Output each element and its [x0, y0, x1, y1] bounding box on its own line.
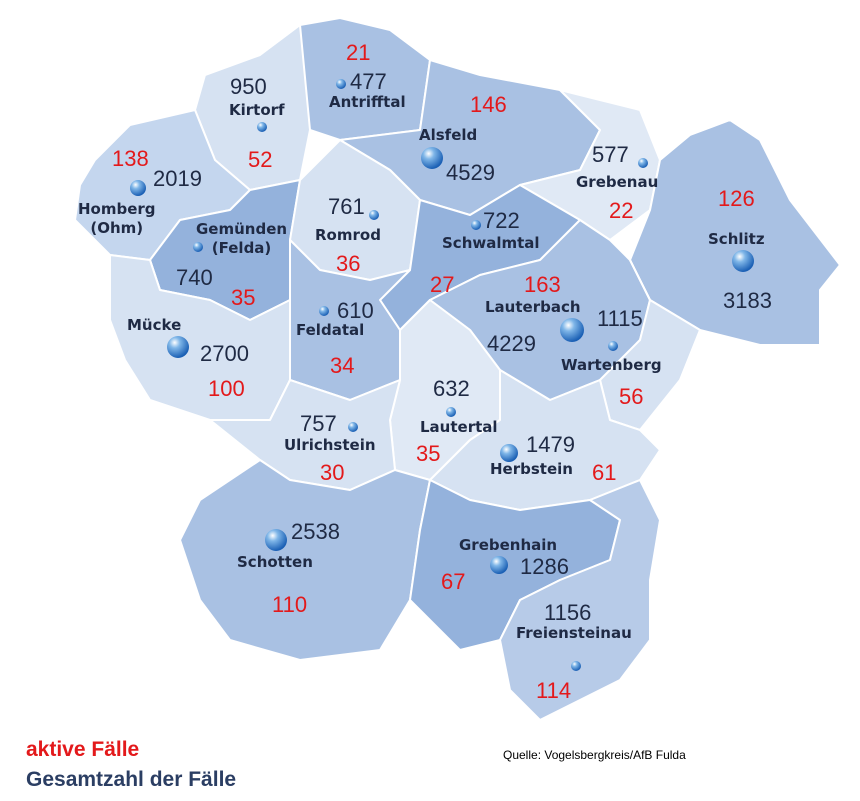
schlitz-active: 126 [718, 186, 755, 211]
town-marker-herbstein [500, 444, 518, 462]
town-marker-gemuenden [193, 242, 203, 252]
feldatal-name: Feldatal [296, 321, 365, 339]
lauterbach-active: 163 [524, 272, 561, 297]
schotten-total: 2538 [291, 519, 340, 544]
source-note: Quelle: Vogelsbergkreis/AfB Fulda [503, 748, 686, 762]
herbstein-name: Herbstein [490, 460, 573, 478]
antrifftal-name: Antrifftal [329, 93, 406, 111]
antrifftal-total: 477 [350, 69, 387, 94]
schwalmtal-active: 27 [430, 272, 455, 297]
alsfeld-name: Alsfeld [419, 126, 478, 144]
homberg-total: 2019 [153, 166, 202, 191]
town-marker-schotten [265, 529, 287, 551]
schwalmtal-name: Schwalmtal [442, 234, 540, 252]
town-marker-muecke [167, 336, 189, 358]
town-marker-wartenberg [608, 341, 618, 351]
herbstein-total: 1479 [526, 432, 575, 457]
lauterbach-name: Lauterbach [485, 298, 581, 316]
muecke-name: Mücke [127, 316, 182, 334]
town-marker-kirtorf [257, 122, 267, 132]
grebenhain-name: Grebenhain [459, 536, 558, 554]
homberg-active: 138 [112, 146, 149, 171]
town-marker-alsfeld [421, 147, 443, 169]
town-marker-romrod [369, 210, 379, 220]
region-schotten [179, 459, 431, 661]
lautertal-active: 35 [416, 441, 441, 466]
muecke-total: 2700 [200, 341, 249, 366]
schotten-name: Schotten [237, 553, 313, 571]
town-marker-freiensteinau [571, 661, 581, 671]
muecke-active: 100 [208, 376, 245, 401]
town-marker-schlitz [732, 250, 754, 272]
romrod-total: 761 [328, 194, 365, 219]
gemuenden-active: 35 [231, 285, 256, 310]
ulrichstein-active: 30 [320, 460, 345, 485]
town-marker-lauterbach [560, 318, 584, 342]
gemuenden-total: 740 [176, 265, 213, 290]
schotten-active: 110 [272, 592, 308, 617]
freiensteinau-name: Freiensteinau [516, 624, 632, 642]
town-marker-schwalmtal [471, 220, 481, 230]
district-map [74, 17, 841, 721]
kirtorf-name: Kirtorf [229, 101, 285, 119]
wartenberg-total: 1115 [597, 306, 643, 331]
grebenau-active: 22 [609, 198, 634, 223]
feldatal-active: 34 [330, 353, 355, 378]
lauterbach-total: 4229 [487, 331, 536, 356]
grebenhain-active: 67 [441, 569, 466, 594]
schlitz-total: 3183 [723, 288, 772, 313]
schwalmtal-total: 722 [483, 208, 520, 233]
town-marker-feldatal [319, 306, 329, 316]
grebenau-name: Grebenau [576, 173, 659, 191]
ulrichstein-total: 757 [300, 411, 337, 436]
wartenberg-name: Wartenberg [561, 356, 662, 374]
herbstein-active: 61 [592, 460, 617, 485]
alsfeld-active: 146 [470, 92, 507, 117]
lautertal-total: 632 [433, 376, 470, 401]
town-marker-grebenau [638, 158, 648, 168]
grebenhain-total: 1286 [520, 554, 569, 579]
freiensteinau-total: 1156 [544, 600, 592, 625]
legend-active-cases: aktive Fälle [26, 738, 140, 761]
antrifftal-active: 21 [346, 40, 371, 65]
kirtorf-total: 950 [230, 74, 267, 99]
lautertal-name: Lautertal [420, 418, 498, 436]
town-marker-lautertal [446, 407, 456, 417]
kirtorf-active: 52 [248, 147, 273, 172]
schlitz-name: Schlitz [708, 230, 765, 248]
ulrichstein-name: Ulrichstein [284, 436, 376, 454]
feldatal-total: 610 [337, 298, 374, 323]
alsfeld-total: 4529 [446, 160, 495, 185]
town-marker-ulrichstein [348, 422, 358, 432]
homberg-name: Homberg (Ohm) [78, 200, 156, 237]
legend-total-cases: Gesamtzahl der Fälle [26, 768, 237, 791]
gemuenden-name: Gemünden (Felda) [196, 220, 288, 257]
wartenberg-active: 56 [619, 384, 644, 409]
freiensteinau-active: 114 [536, 678, 572, 703]
region-freiensteinau [499, 479, 661, 721]
town-marker-homberg [130, 180, 146, 196]
town-marker-grebenhain [490, 556, 508, 574]
grebenau-total: 577 [592, 142, 629, 167]
town-marker-antrifftal [336, 79, 346, 89]
romrod-active: 36 [336, 251, 361, 276]
romrod-name: Romrod [315, 226, 381, 244]
